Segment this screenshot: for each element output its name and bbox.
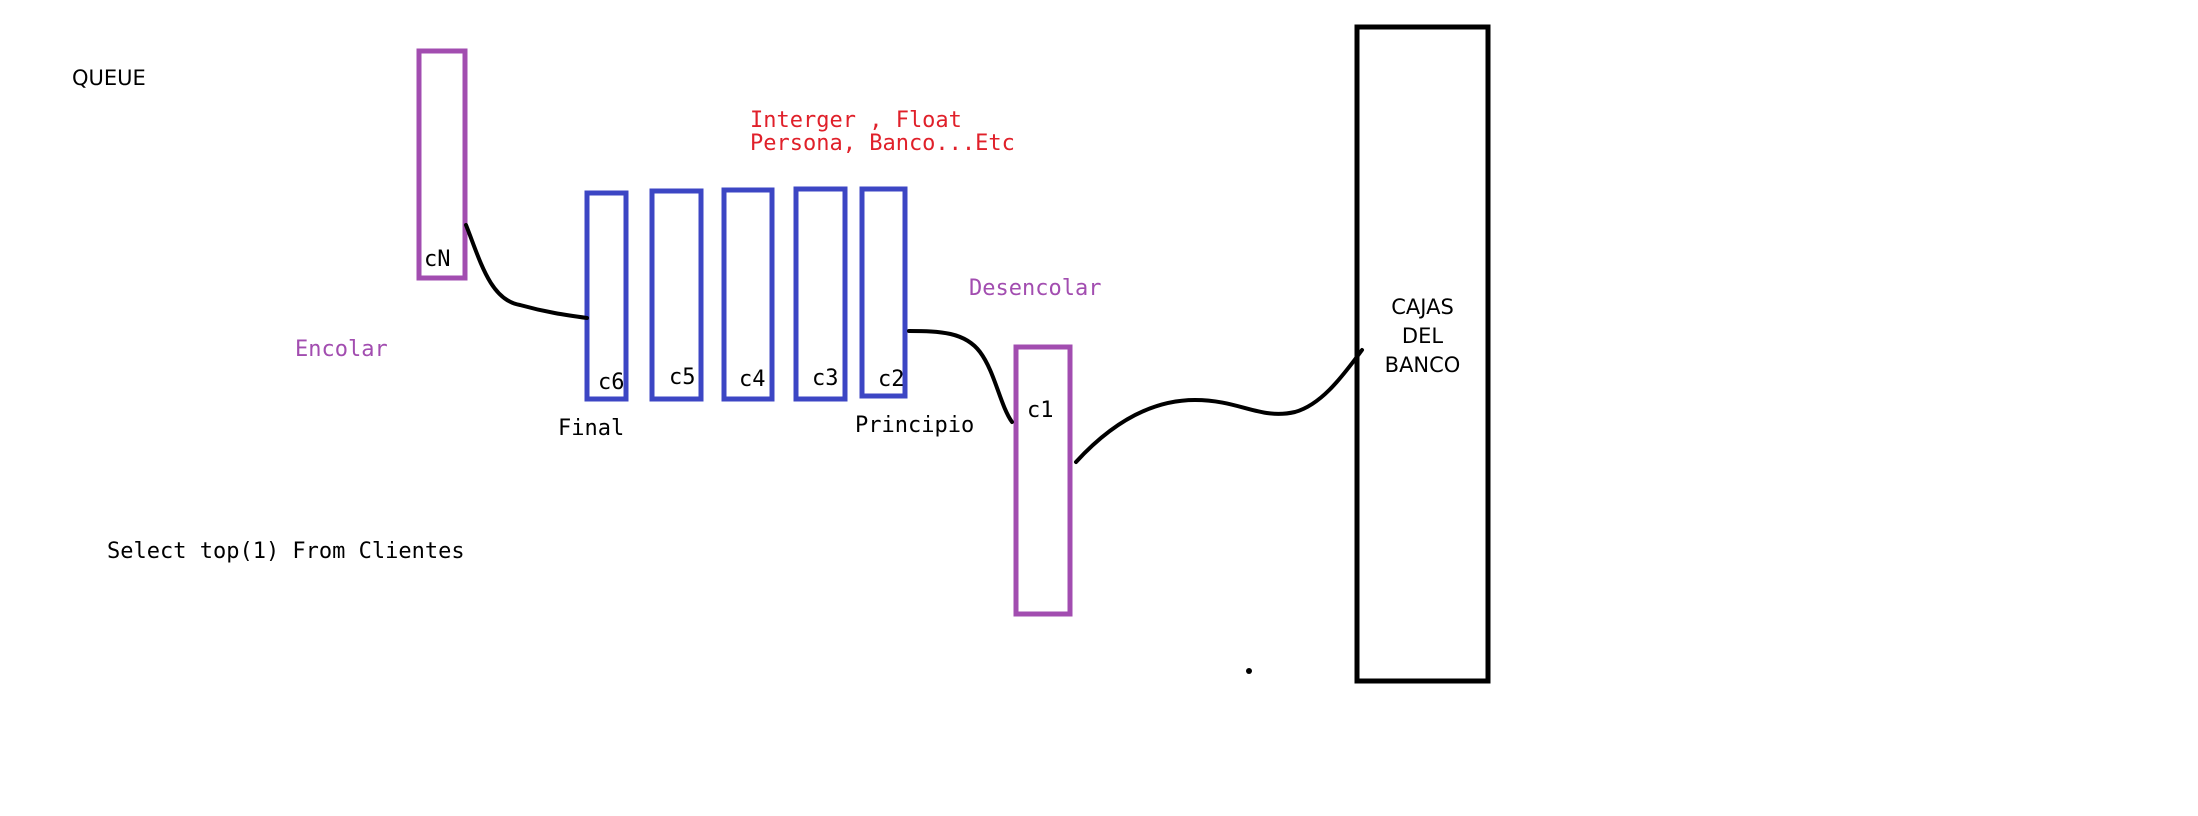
types-note-line-2: Persona, Banco...Etc <box>750 131 1015 156</box>
queue-end-label: Final <box>558 416 625 441</box>
dequeue-connector <box>907 329 1014 424</box>
queue-element-label-c5: c5 <box>669 365 696 390</box>
queue-element-box-c6 <box>584 190 629 402</box>
queue-element-label-c2: c2 <box>878 367 905 392</box>
queue-front-label: Principio <box>855 413 975 438</box>
queue-element-box-c4 <box>721 187 775 402</box>
queue-element-label-c6: c6 <box>598 370 625 395</box>
diagram-title: QUEUE <box>72 66 146 90</box>
outgoing-element-label: c1 <box>1027 398 1054 423</box>
dequeue-label: Desencolar <box>969 276 1102 301</box>
outgoing-element-box <box>1013 344 1073 617</box>
queue-element-box-c3 <box>793 186 848 402</box>
bank-label-line-3: BANCO <box>1384 353 1461 377</box>
stray-dot <box>1246 668 1252 674</box>
sql-query-text: Select top(1) From Clientes <box>107 539 465 564</box>
queue-element-box-c2 <box>859 186 908 399</box>
enqueue-label: Encolar <box>295 337 388 362</box>
enqueue-connector <box>464 223 589 320</box>
bank-label-line-2: DEL <box>1401 324 1444 348</box>
queue-element-label-c3: c3 <box>812 366 839 391</box>
incoming-element-box <box>416 48 468 281</box>
queue-element-box-c5 <box>649 188 704 402</box>
bank-label-line-1: CAJAS <box>1391 295 1454 319</box>
queue-element-label-c4: c4 <box>739 367 766 392</box>
service-connector <box>1074 348 1364 464</box>
types-note-line-1: Interger , Float <box>750 108 962 133</box>
incoming-element-label: cN <box>424 247 451 272</box>
